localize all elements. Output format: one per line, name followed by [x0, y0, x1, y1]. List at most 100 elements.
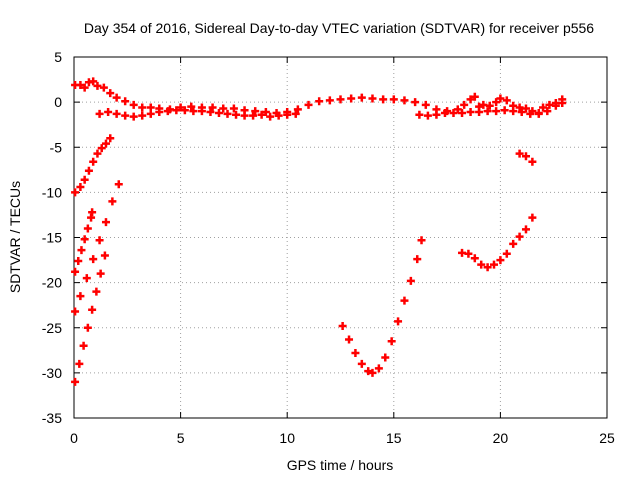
data-point	[475, 108, 484, 117]
data-point	[163, 107, 172, 116]
data-point	[464, 249, 473, 258]
y-tick-labels: 5 0 -5 -10 -15 -20 -25 -30 -35	[42, 49, 62, 426]
data-point	[460, 100, 469, 109]
data-point	[470, 92, 479, 101]
data-point	[172, 106, 181, 115]
data-point	[304, 100, 313, 109]
data-point	[381, 353, 390, 362]
data-point	[266, 112, 275, 121]
data-point	[101, 139, 110, 148]
data-point	[490, 260, 499, 269]
data-point	[379, 95, 388, 104]
data-point	[374, 364, 383, 373]
data-point	[368, 94, 377, 103]
data-point	[76, 292, 85, 301]
series-1-points	[71, 77, 567, 121]
data-point	[92, 287, 101, 296]
data-point	[189, 107, 198, 116]
x-tick-label: 10	[279, 430, 295, 446]
data-point	[432, 110, 441, 119]
data-point	[364, 367, 373, 376]
data-point	[76, 80, 85, 89]
data-point	[83, 224, 92, 233]
data-point	[112, 109, 121, 118]
data-point	[71, 307, 80, 316]
data-point	[558, 99, 567, 108]
data-point	[100, 251, 109, 260]
data-point	[543, 107, 552, 116]
data-point	[80, 235, 89, 244]
data-point	[421, 100, 430, 109]
data-point	[449, 108, 458, 117]
data-point	[470, 254, 479, 263]
data-point	[528, 157, 537, 166]
data-point	[180, 106, 189, 115]
x-tick-label: 15	[386, 430, 402, 446]
y-tick-label: -15	[42, 230, 62, 246]
data-point	[400, 296, 409, 305]
data-point	[223, 109, 232, 118]
data-point	[80, 83, 89, 92]
grid-lines	[74, 57, 607, 418]
data-point	[345, 335, 354, 344]
y-tick-label: -25	[42, 320, 62, 336]
data-point	[146, 109, 155, 118]
y-tick-label: -10	[42, 184, 62, 200]
data-point	[394, 317, 403, 326]
data-point	[387, 337, 396, 346]
data-point	[251, 107, 260, 116]
data-point	[121, 111, 130, 120]
data-point	[539, 103, 548, 112]
data-point	[95, 236, 104, 245]
data-point	[77, 246, 86, 255]
data-point	[517, 108, 526, 117]
data-points	[71, 77, 567, 386]
data-point	[155, 108, 164, 117]
data-point	[483, 263, 492, 272]
data-point	[74, 256, 83, 265]
data-point	[509, 107, 518, 116]
data-point	[97, 144, 106, 153]
data-point	[138, 103, 147, 112]
data-point	[389, 95, 398, 104]
x-tick-label: 0	[70, 430, 78, 446]
y-tick-label: -30	[42, 365, 62, 381]
data-point	[82, 274, 91, 283]
data-point	[84, 166, 93, 175]
data-point	[88, 305, 97, 314]
y-tick-label: -5	[50, 139, 63, 155]
data-point	[71, 377, 80, 386]
data-point	[502, 249, 511, 258]
data-point	[526, 109, 535, 118]
data-point	[274, 111, 283, 120]
data-point	[93, 81, 102, 90]
data-point	[214, 108, 223, 117]
data-point	[197, 107, 206, 116]
data-point	[500, 106, 509, 115]
data-point	[89, 157, 98, 166]
data-point	[515, 149, 524, 158]
y-tick-label: 0	[54, 94, 62, 110]
data-point	[411, 98, 420, 107]
data-point	[502, 96, 511, 105]
data-point	[293, 105, 302, 114]
y-tick-label: -20	[42, 275, 62, 291]
data-point	[528, 213, 537, 222]
data-point	[485, 101, 494, 110]
data-point	[108, 197, 117, 206]
y-axis-label: SDTVAR / TECUs	[7, 181, 23, 293]
axis-ticks	[73, 56, 608, 419]
data-point	[99, 83, 108, 92]
data-point	[515, 232, 524, 241]
data-point	[261, 108, 270, 117]
data-point	[93, 149, 102, 158]
data-point	[492, 98, 501, 107]
x-tick-label: 5	[177, 430, 185, 446]
data-point	[76, 182, 85, 191]
data-point	[534, 109, 543, 118]
data-point	[88, 208, 97, 217]
data-point	[406, 276, 415, 285]
data-point	[368, 368, 377, 377]
data-point	[453, 105, 462, 114]
x-axis-label: GPS time / hours	[287, 457, 394, 473]
